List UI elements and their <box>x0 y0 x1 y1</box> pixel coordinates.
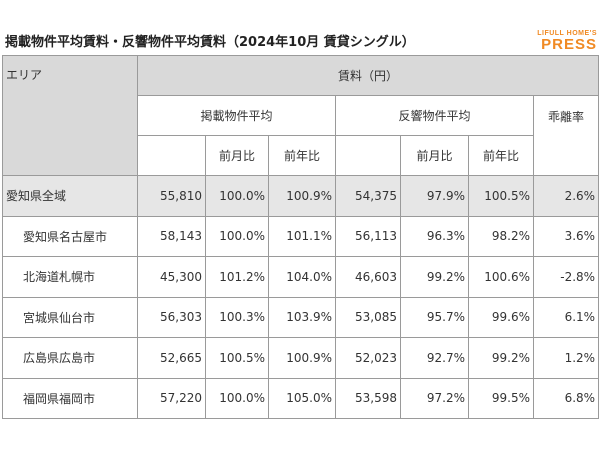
value-cell: 52,023 <box>335 337 401 379</box>
area-cell: 北海道札幌市 <box>2 256 138 298</box>
value-cell: 52,665 <box>137 337 206 379</box>
value-cell: 53,598 <box>335 377 401 419</box>
header-cell <box>137 135 206 176</box>
logo: LIFULL HOME'S PRESS <box>537 30 597 52</box>
value-cell: 92.7% <box>400 337 469 379</box>
value-cell: 97.9% <box>400 175 469 217</box>
value-cell: 99.2% <box>468 337 534 379</box>
header-cell: 掲載物件平均 <box>137 95 336 136</box>
value-cell: 95.7% <box>400 296 469 338</box>
value-cell: 2.6% <box>532 175 600 217</box>
value-cell: 104.0% <box>268 256 336 298</box>
value-cell: 46,603 <box>335 256 401 298</box>
value-cell: 6.1% <box>532 296 600 338</box>
value-cell: 58,143 <box>137 215 206 257</box>
value-cell: 103.9% <box>268 296 336 338</box>
value-cell: 3.6% <box>532 215 600 257</box>
table-row: 北海道札幌市 45,300 101.2% 104.0% 46,603 99.2% 100.6… <box>2 256 600 298</box>
value-cell: 56,113 <box>335 215 401 257</box>
area-cell: 宮城県仙台市 <box>2 296 138 338</box>
value-cell: 99.5% <box>468 377 534 419</box>
value-cell: 98.2% <box>468 215 534 257</box>
header-cell: 前年比 <box>468 135 534 176</box>
value-cell: 99.2% <box>400 256 469 298</box>
value-cell: 57,220 <box>137 377 206 419</box>
value-cell: 100.5% <box>205 337 269 379</box>
header-cell: エリア <box>2 55 138 176</box>
header-cell: 前年比 <box>268 135 336 176</box>
value-cell: 101.2% <box>205 256 269 298</box>
header-cell: 反響物件平均 <box>335 95 534 136</box>
value-cell: 53,085 <box>335 296 401 338</box>
value-cell: 100.0% <box>205 215 269 257</box>
value-cell: 55,810 <box>137 175 206 217</box>
value-cell: 101.1% <box>268 215 336 257</box>
value-cell: 54,375 <box>335 175 401 217</box>
value-cell: 99.6% <box>468 296 534 338</box>
area-cell: 愛知県名古屋市 <box>2 215 138 257</box>
header-cell: 乖離率 <box>532 95 600 176</box>
area-cell: 愛知県全域 <box>2 175 138 217</box>
header-cell <box>335 135 401 176</box>
header-cell: 前月比 <box>400 135 469 176</box>
title: 掲載物件平均賃料・反響物件平均賃料（2024年10月 賃貸シングル） <box>5 35 415 50</box>
area-cell: 広島県広島市 <box>2 337 138 379</box>
header-cell: 賃料（円） <box>136 55 600 96</box>
value-cell: 97.2% <box>400 377 469 419</box>
rent-table: エリア 賃料（円） 掲載物件平均 反響物件平均 乖離率 前月比 前年比 前月比 … <box>2 55 600 419</box>
value-cell: 100.5% <box>468 175 534 217</box>
value-cell: 96.3% <box>400 215 469 257</box>
value-cell: 105.0% <box>268 377 336 419</box>
header-cell: 前月比 <box>205 135 269 176</box>
value-cell: 100.9% <box>268 175 336 217</box>
table-row: 広島県広島市 52,665 100.5% 100.9% 52,023 92.7% 99.2%… <box>2 337 600 379</box>
table-row: 愛知県全域 55,810 100.0% 100.9% 54,375 97.9% 100.5%… <box>2 175 600 217</box>
table-row: 福岡県福岡市 57,220 100.0% 105.0% 53,598 97.2% 99.5%… <box>2 377 600 419</box>
table-row: 宮城県仙台市 56,303 100.3% 103.9% 53,085 95.7% 99.6%… <box>2 296 600 338</box>
value-cell: 6.8% <box>532 377 600 419</box>
value-cell: 45,300 <box>137 256 206 298</box>
logo-bottom: PRESS <box>541 36 597 53</box>
value-cell: 1.2% <box>532 337 600 379</box>
area-cell: 福岡県福岡市 <box>2 377 138 419</box>
value-cell: 100.9% <box>268 337 336 379</box>
table-row: 愛知県名古屋市 58,143 100.0% 101.1% 56,113 96.3% 98.2… <box>2 215 600 257</box>
value-cell: 100.0% <box>205 175 269 217</box>
value-cell: 100.0% <box>205 377 269 419</box>
value-cell: 100.6% <box>468 256 534 298</box>
logo-top: LIFULL HOME'S <box>537 30 597 37</box>
value-cell: -2.8% <box>532 256 600 298</box>
value-cell: 100.3% <box>205 296 269 338</box>
value-cell: 56,303 <box>137 296 206 338</box>
